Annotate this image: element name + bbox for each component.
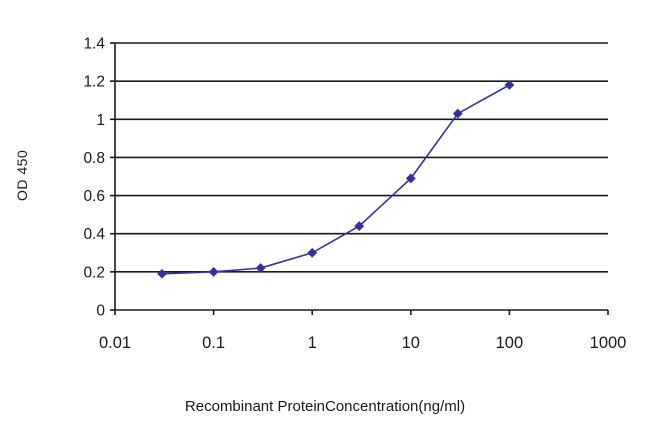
y-axis-label: OD 450 [14, 149, 30, 201]
svg-text:0.8: 0.8 [83, 150, 105, 167]
svg-text:10: 10 [402, 334, 420, 352]
svg-text:1000: 1000 [590, 334, 627, 352]
svg-text:0.2: 0.2 [83, 264, 105, 281]
svg-text:1: 1 [96, 112, 105, 129]
svg-text:0.1: 0.1 [202, 334, 225, 352]
svg-text:1.2: 1.2 [83, 74, 105, 91]
svg-text:0.01: 0.01 [99, 334, 131, 352]
svg-text:100: 100 [496, 334, 524, 352]
svg-text:0.6: 0.6 [83, 188, 105, 205]
svg-text:0: 0 [96, 303, 105, 320]
svg-text:0.4: 0.4 [83, 226, 105, 243]
x-axis-label: Recombinant ProteinConcentration(ng/ml) [184, 398, 466, 415]
svg-text:1: 1 [308, 334, 317, 352]
svg-text:1.4: 1.4 [83, 36, 105, 53]
